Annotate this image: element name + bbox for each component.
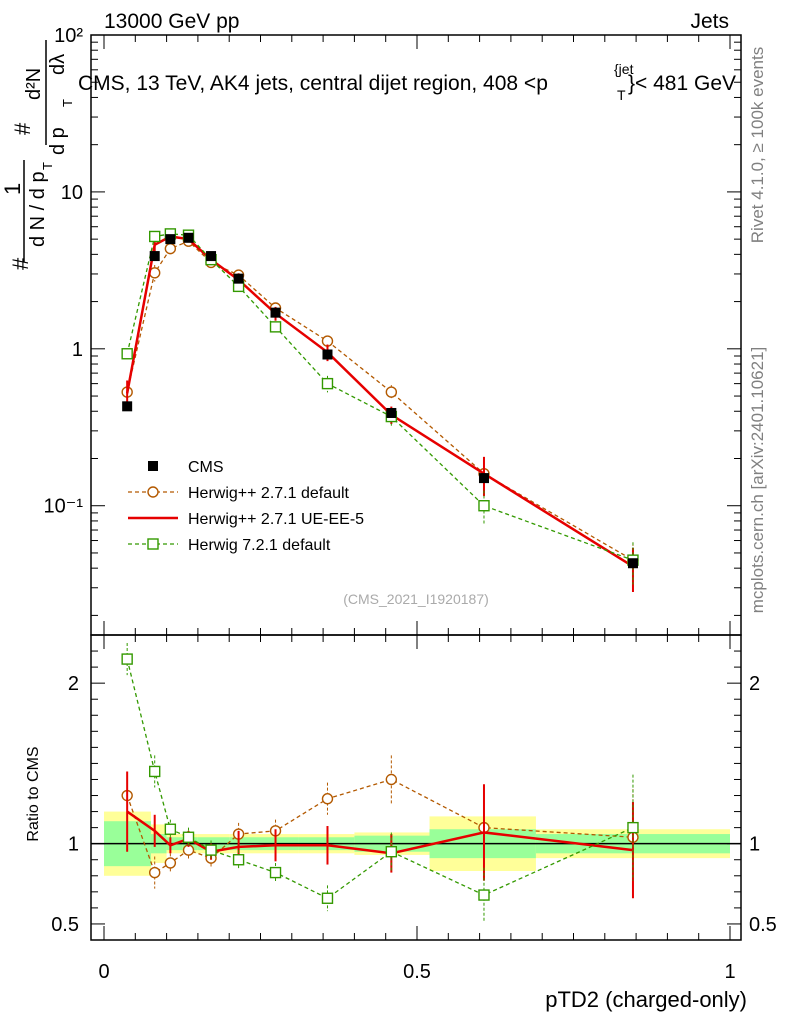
cms-point bbox=[149, 251, 160, 262]
legend-label: CMS bbox=[188, 459, 224, 476]
legend-marker-cms bbox=[148, 461, 158, 471]
ratio-point-2 bbox=[149, 765, 161, 778]
header-right: Jets bbox=[690, 10, 729, 33]
ratio-point-2 bbox=[164, 823, 177, 835]
x-axis-label: pTD2 (charged-only) bbox=[545, 987, 747, 1012]
ratio-point-2 bbox=[121, 653, 133, 665]
series-point-0 bbox=[164, 242, 177, 255]
cms-point bbox=[386, 407, 397, 418]
mcplots-label: mcplots.cern.ch [arXiv:2401.10621] bbox=[748, 347, 767, 613]
cms-point bbox=[627, 558, 638, 569]
series-point-0 bbox=[385, 386, 398, 398]
ylabel-num-mid: d p bbox=[47, 127, 69, 155]
cms-point bbox=[122, 401, 133, 412]
main-plot: 10⁻¹ 1 10 10² bbox=[44, 25, 742, 636]
cms-point bbox=[165, 234, 176, 245]
series-point-2 bbox=[269, 321, 282, 333]
ratio-y-tick-label-right: 2 bbox=[749, 673, 760, 695]
ratio-y-tick-label: 1 bbox=[68, 834, 79, 856]
ratio-point-2 bbox=[232, 854, 245, 866]
title-main: CMS, 13 TeV, AK4 jets, central dijet reg… bbox=[78, 72, 548, 95]
cms-point bbox=[270, 307, 281, 318]
ratio-point-2 bbox=[269, 866, 282, 879]
ratio-y-tick-label: 0.5 bbox=[51, 914, 79, 936]
ylabel-num-top: d²N bbox=[23, 68, 45, 100]
ratio-point-2 bbox=[385, 846, 398, 858]
title-sub: T bbox=[617, 87, 626, 103]
ratio-point-0 bbox=[149, 866, 161, 879]
cms-point bbox=[233, 273, 244, 284]
header-left: 13000 GeV pp bbox=[104, 10, 239, 33]
cms-point bbox=[478, 473, 489, 484]
ylabel-dn: d N / d p bbox=[27, 171, 49, 247]
ratio-point-0 bbox=[321, 793, 334, 805]
ylabel-one: 1 bbox=[0, 183, 25, 195]
ratio-point-2 bbox=[182, 831, 195, 843]
x-tick-label: 0 bbox=[98, 961, 109, 983]
ratio-y-tick-label-right: 1 bbox=[749, 834, 760, 856]
ratio-line-0 bbox=[126, 778, 634, 874]
ratio-plot: 0.5 0.5 1 1 2 2 0 0.5 1 bbox=[51, 634, 777, 983]
legend-label: Herwig++ 2.7.1 default bbox=[188, 485, 350, 502]
y-axis-label: # 1 d N / d p T # d²N d p T dλ bbox=[0, 40, 75, 270]
cms-point bbox=[322, 349, 333, 360]
ratio-y-tick-label-right: 0.5 bbox=[749, 914, 777, 936]
title-sup: {jet bbox=[614, 61, 634, 77]
ratio-line-2 bbox=[126, 658, 634, 900]
cms-point bbox=[206, 251, 217, 262]
ratio-y-tick-label: 2 bbox=[68, 673, 79, 695]
cms-point bbox=[183, 232, 194, 243]
y-tick-label: 10 bbox=[61, 182, 83, 204]
ratio-point-2 bbox=[321, 892, 334, 904]
chart-title: CMS, 13 TeV, AK4 jets, central dijet reg… bbox=[78, 61, 736, 103]
rivet-label: Rivet 4.1.0, ≥ 100k events bbox=[748, 47, 767, 243]
legend-marker bbox=[147, 486, 159, 498]
ratio-point-2 bbox=[205, 844, 217, 856]
ylabel-hash: # bbox=[8, 257, 33, 270]
analysis-watermark: (CMS_2021_I1920187) bbox=[343, 591, 489, 607]
ratio-point-2 bbox=[478, 889, 490, 901]
ratio-point-0 bbox=[164, 857, 177, 869]
y-tick-label: 1 bbox=[72, 339, 83, 361]
ratio-frame bbox=[90, 634, 742, 941]
ylabel-hash2: # bbox=[10, 122, 35, 135]
ratio-y-label: Ratio to CMS bbox=[25, 746, 42, 841]
series-point-2 bbox=[321, 377, 334, 390]
ratio-point-0 bbox=[385, 773, 398, 786]
series-point-2 bbox=[121, 348, 133, 360]
series-point-2 bbox=[478, 500, 490, 512]
x-tick-label: 0.5 bbox=[403, 961, 431, 983]
legend-label: Herwig++ 2.7.1 UE-EE-5 bbox=[188, 511, 364, 528]
ylabel-num-mid-sub: T bbox=[60, 99, 75, 107]
y-tick-label: 10² bbox=[54, 25, 83, 47]
ratio-point-2 bbox=[627, 821, 639, 834]
series-point-2 bbox=[149, 230, 161, 243]
y-tick-label: 10⁻¹ bbox=[44, 496, 84, 518]
ylabel-dn-sub: T bbox=[40, 162, 55, 170]
legend-label: Herwig 7.2.1 default bbox=[188, 537, 331, 554]
title-end: }< 481 GeV bbox=[628, 72, 736, 95]
x-tick-label: 1 bbox=[724, 961, 735, 983]
legend-marker bbox=[147, 538, 159, 550]
legend: CMS Herwig++ 2.7.1 default Herwig++ 2.7.1 … bbox=[128, 459, 364, 554]
ylabel-num-end: dλ bbox=[47, 54, 69, 75]
